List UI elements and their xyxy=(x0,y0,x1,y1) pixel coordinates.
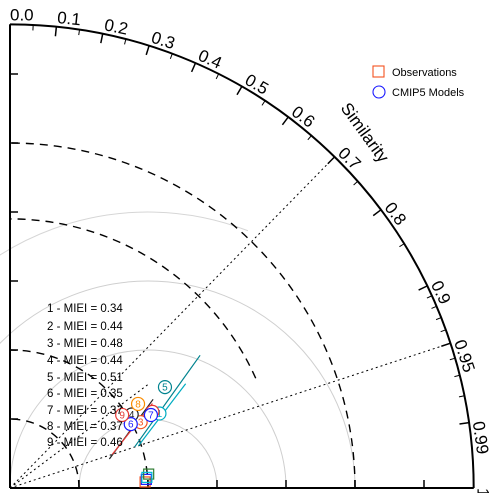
similarity-minor-tick xyxy=(307,135,312,141)
similarity-minor-tick xyxy=(426,295,433,299)
correlation-ray xyxy=(9,342,451,489)
similarity-tick xyxy=(327,156,336,165)
similarity-minor-tick xyxy=(353,180,359,186)
similarity-tick xyxy=(281,116,289,126)
observation-marker xyxy=(141,471,153,483)
similarity-tick xyxy=(441,342,451,347)
miei-label-6: 6 - MIEI = 0.35 xyxy=(47,388,123,400)
similarity-tick-label: 0.3 xyxy=(149,28,177,53)
similarity-tick xyxy=(190,62,197,73)
similarity-tick xyxy=(54,26,58,37)
similarity-tick-label: 0.95 xyxy=(450,337,478,374)
similarity-minor-tick xyxy=(458,395,465,398)
model-marker xyxy=(123,417,138,432)
similarity-tick xyxy=(418,285,428,291)
miei-label-7: 7 - MIEI = 0.37 xyxy=(47,405,123,417)
similarity-tick-label: 0.4 xyxy=(195,46,224,73)
similarity-tick xyxy=(459,421,470,425)
miei-label-5: 5 - MIEI = 0.51 xyxy=(47,372,123,384)
legend-observations-marker xyxy=(372,65,385,78)
similarity-tick-label: 0.6 xyxy=(288,102,318,131)
miei-label-2: 2 - MIEI = 0.44 xyxy=(47,321,123,333)
similarity-minor-tick xyxy=(440,329,447,333)
model-marker xyxy=(130,396,146,412)
legend-models-label: CMIP5 Models xyxy=(392,87,465,99)
model-marker xyxy=(115,407,130,423)
miei-label-4: 4 - MIEI = 0.44 xyxy=(47,355,123,367)
similarity-minor-tick xyxy=(261,100,266,106)
similarity-minor-tick xyxy=(124,38,127,45)
similarity-tick-label: 0.1 xyxy=(56,8,81,29)
similarity-tick-label: 0.5 xyxy=(242,70,272,98)
similarity-tick xyxy=(100,33,104,44)
series-layer: 123456789 xyxy=(108,354,201,488)
similarity-tick-label: 0.2 xyxy=(103,15,130,38)
std-arc xyxy=(9,142,356,489)
similarity-tick-label: 0.0 xyxy=(10,6,34,25)
model-label: 4 xyxy=(129,410,135,421)
model-label: 8 xyxy=(135,399,141,410)
miei-label-3: 3 - MIEI = 0.48 xyxy=(47,338,123,350)
model-label: 3 xyxy=(138,418,144,429)
similarity-tick-label: 0.7 xyxy=(334,144,364,174)
similarity-minor-tick xyxy=(454,374,460,378)
similarity-tick xyxy=(236,86,243,96)
grid-layer xyxy=(0,142,451,489)
similarity-minor-tick xyxy=(431,305,437,309)
legend-models-marker xyxy=(372,85,386,99)
similarity-tick-label: 1.0 xyxy=(473,488,492,493)
correlation-ray xyxy=(9,384,149,489)
similarity-minor-tick xyxy=(435,317,442,321)
similarity-tick-label: 0.99 xyxy=(469,420,492,455)
model-label: 1 xyxy=(157,409,163,420)
similarity-minor-tick xyxy=(449,357,456,361)
reference-std-arc xyxy=(9,349,149,489)
model-label: 6 xyxy=(128,420,134,431)
rmsd-arc xyxy=(0,211,249,256)
correlation-ray xyxy=(9,156,335,489)
trend-line xyxy=(134,354,201,448)
model-marker xyxy=(157,379,173,395)
similarity-tick-label: 0.9 xyxy=(427,278,454,308)
similarity-tick xyxy=(145,45,150,56)
miei-list: 1 - MIEI = 0.34 2 - MIEI = 0.44 3 - MIEI… xyxy=(47,303,123,449)
miei-label-1: 1 - MIEI = 0.34 xyxy=(47,303,123,315)
similarity-tick-label: 0.8 xyxy=(381,199,410,229)
model-label: 9 xyxy=(119,410,125,421)
legend-observations-label: Observations xyxy=(392,67,457,79)
observation-marker xyxy=(143,468,155,480)
similarity-minor-tick xyxy=(169,53,173,59)
legend: Observations CMIP5 Models xyxy=(372,65,465,99)
similarity-minor-tick xyxy=(215,73,220,80)
rmsd-arc xyxy=(0,280,356,489)
model-label: 5 xyxy=(162,383,168,394)
similarity-arc xyxy=(9,23,475,489)
similarity-minor-tick xyxy=(399,243,405,248)
similarity-tick xyxy=(372,209,382,217)
model-label: 7 xyxy=(148,411,154,422)
model-marker xyxy=(143,407,159,423)
rmsd-arc xyxy=(9,349,287,489)
std-arc xyxy=(9,218,257,379)
similarity-minor-tick xyxy=(78,29,81,36)
miei-label-9: 9 - MIEI = 0.46 xyxy=(47,437,123,449)
miei-label-8: 8 - MIEI = 0.37 xyxy=(47,421,123,433)
axes-layer: 0.0 0.1 0.2 0.3 0.4 0.5 0.6 0.7 0.8 0.9 0.95 0.99 1.… xyxy=(9,6,492,493)
